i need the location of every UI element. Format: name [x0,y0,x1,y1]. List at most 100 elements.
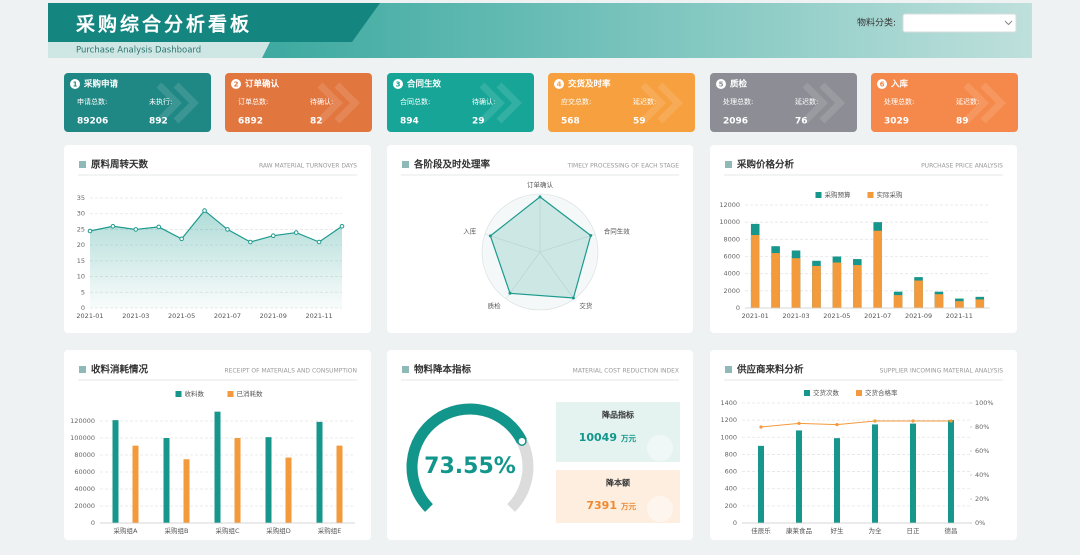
point [248,239,253,245]
card-label: 降本额 [606,478,630,488]
x-tick-label: 2021-03 [122,312,149,320]
kpi-number: 2 [234,81,239,89]
point [133,227,139,232]
kpi-title: 交货及时率 [568,79,611,90]
point [156,224,162,230]
x-tick-label: 2021-11 [306,312,333,320]
y-tick-label: 10 [77,273,85,281]
point [835,423,839,427]
kpi-label: 处理总数: [884,97,914,106]
legend-swatch [175,391,182,397]
kpi-value: 6892 [238,117,263,127]
y-tick-label: 40000 [74,485,95,493]
radar-label: 订单确认 [527,180,554,189]
kpi-badge [70,79,80,89]
point [949,419,953,423]
bar [791,258,801,308]
legend-swatch [856,390,862,396]
point [797,421,801,425]
point [759,425,763,429]
y-tick-label: 60000 [74,468,95,476]
y-tick-label: 6000 [723,253,740,261]
kpi-number: 5 [719,81,724,89]
y-tick-label: 600 [725,468,737,476]
kpi-title: 入库 [890,79,909,90]
y-tick-label: 400 [725,485,737,493]
y-tick-label: 4000 [723,270,740,278]
x-tick-label: 2021-01 [742,312,769,320]
x-tick-label: 2021-05 [823,312,850,320]
kpi-decoration [479,82,522,124]
kpi-label: 申请总数: [77,97,107,106]
x-tick-label: 好生 [831,526,845,535]
kpi-number: 3 [396,81,401,89]
y-tick-label: 1400 [720,399,737,407]
header-tab [48,3,380,42]
bar [832,262,842,308]
filter-dropdown[interactable] [902,13,1017,33]
y2-tick-label: 100% [975,399,994,407]
x-tick-label: 采购组B [165,526,189,535]
x-tick-label: 2021-07 [864,312,891,320]
kpi-card [225,73,372,132]
gauge-label: 73.55% [424,454,516,479]
bar [234,438,241,523]
bar [316,421,323,523]
kpi-value: 3029 [884,117,909,127]
radar-point [488,234,492,238]
x-tick-label: 采购组C [215,526,240,535]
radar-label: 入库 [463,226,477,235]
kpi-label: 订单总数: [238,97,268,106]
kpi-title: 合同生效 [406,79,442,90]
kpi-value: 894 [400,117,419,127]
kpi-decoration [802,82,845,124]
bar [975,299,985,308]
y-tick-label: 200 [725,502,737,510]
kpi-label: 延迟数: [956,97,979,106]
kpi-badge [554,79,564,89]
point [179,236,184,242]
header-subtitle: Purchase Analysis Dashboard [76,46,201,56]
y2-tick-label: 20% [975,495,989,503]
bar [336,445,343,523]
kpi-value: 59 [633,117,646,127]
y-tick-label: 800 [725,450,737,458]
kpi-number: 4 [557,81,562,89]
x-tick-label: 2021-09 [905,312,932,320]
kpi-value: 568 [561,117,580,127]
y-tick-label: 15 [77,257,85,265]
line [760,420,951,428]
kpi-label: 处理总数: [723,97,753,106]
y-tick-label: 0 [736,304,740,312]
radar-label: 交货 [579,301,593,310]
radar-point [589,234,593,238]
panel-subtitle: RAW MATERIAL TURNOVER DAYS [259,163,357,170]
panel-icon [402,161,409,168]
radar-label: 质检 [488,301,502,310]
y-tick-label: 35 [77,194,85,202]
index-card [556,402,680,462]
kpi-badge [716,79,726,89]
bar [812,265,821,308]
x-tick-label: 采购组A [114,526,139,535]
y-tick-label: 2000 [723,287,740,295]
kpi-label: 应交总数: [561,97,591,106]
card-decoration [647,435,673,461]
bar [285,457,292,523]
y-tick-label: 0 [733,519,737,527]
kpi-label: 延迟数: [633,97,656,106]
card-value: 10049 [579,431,617,444]
kpi-value: 2096 [723,117,748,127]
legend-label: 已消耗数 [237,389,264,398]
header-title: 采购综合分析看板 [76,13,252,36]
kpi-title: 采购申请 [83,79,119,90]
legend-label: 交货次数 [813,388,840,397]
panel-icon [79,161,86,168]
y-tick-label: 80000 [74,451,95,459]
y2-tick-label: 80% [975,423,989,431]
point [293,230,299,235]
kpi-label: 待确认: [472,97,495,106]
panel [710,350,1017,540]
radar-area [489,196,592,299]
